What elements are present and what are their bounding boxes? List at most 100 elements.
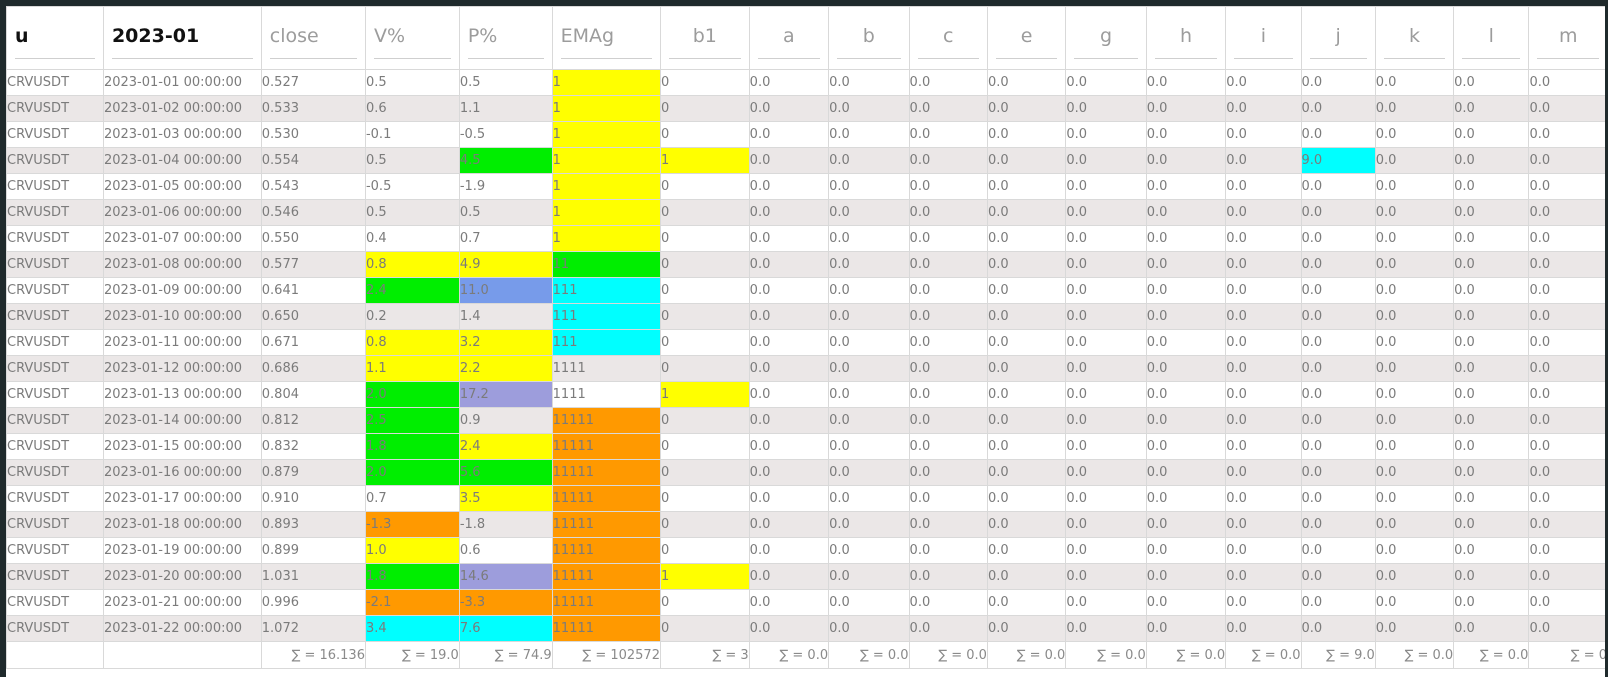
cell-rest-7[interactable]: 0.0 xyxy=(1300,407,1376,434)
cell-u[interactable]: CRVUSDT xyxy=(6,121,104,148)
cell-rest-2[interactable]: 0.0 xyxy=(908,225,988,252)
cell-ema[interactable]: 11 xyxy=(551,251,661,278)
table-row[interactable]: CRVUSDT 2023-01-20 00:00:00 1.031 1.8 14.6 11… xyxy=(6,563,1608,590)
cell-b1[interactable]: 0 xyxy=(659,615,750,642)
cell-rest-2[interactable]: 0.0 xyxy=(908,511,988,538)
cell-rest-2[interactable]: 0.0 xyxy=(908,589,988,616)
cell-v[interactable]: 2.5 xyxy=(364,407,460,434)
cell-rest-6[interactable]: 0.0 xyxy=(1225,95,1302,122)
cell-p[interactable]: 1.1 xyxy=(458,95,553,122)
column-header-16[interactable]: l xyxy=(1453,6,1530,70)
cell-v[interactable]: 0.2 xyxy=(364,303,460,330)
cell-rest-8[interactable]: 0.0 xyxy=(1374,225,1455,252)
cell-rest-6[interactable]: 0.0 xyxy=(1225,485,1302,512)
cell-rest-4[interactable]: 0.0 xyxy=(1065,459,1147,486)
cell-rest-9[interactable]: 0.0 xyxy=(1453,173,1530,200)
cell-rest-7[interactable]: 0.0 xyxy=(1300,173,1376,200)
table-row[interactable]: CRVUSDT 2023-01-14 00:00:00 0.812 2.5 0.9 111… xyxy=(6,407,1608,434)
cell-rest-8[interactable]: 0.0 xyxy=(1374,199,1455,226)
cell-rest-0[interactable]: 0.0 xyxy=(748,69,830,96)
cell-v[interactable]: 0.7 xyxy=(364,485,460,512)
cell-rest-2[interactable]: 0.0 xyxy=(908,69,988,96)
cell-rest-8[interactable]: 0.0 xyxy=(1374,589,1455,616)
cell-close[interactable]: 0.804 xyxy=(260,381,366,408)
cell-v[interactable]: 0.5 xyxy=(364,147,460,174)
cell-rest-6[interactable]: 0.0 xyxy=(1225,355,1302,382)
table-row[interactable]: CRVUSDT 2023-01-19 00:00:00 0.899 1.0 0.6 111… xyxy=(6,537,1608,564)
table-row[interactable]: CRVUSDT 2023-01-01 00:00:00 0.527 0.5 0.5 1 0 0… xyxy=(6,69,1608,96)
cell-rest-1[interactable]: 0.0 xyxy=(828,95,910,122)
cell-rest-4[interactable]: 0.0 xyxy=(1065,589,1147,616)
cell-rest-8[interactable]: 0.0 xyxy=(1374,407,1455,434)
cell-rest-4[interactable]: 0.0 xyxy=(1065,537,1147,564)
cell-p[interactable]: 5.6 xyxy=(458,459,553,486)
cell-rest-10[interactable]: 0.0 xyxy=(1528,95,1608,122)
cell-u[interactable]: CRVUSDT xyxy=(6,147,104,174)
cell-rest-0[interactable]: 0.0 xyxy=(748,381,830,408)
cell-rest-9[interactable]: 0.0 xyxy=(1453,199,1530,226)
cell-rest-5[interactable]: 0.0 xyxy=(1145,173,1227,200)
cell-rest-3[interactable]: 0.0 xyxy=(986,277,1067,304)
cell-close[interactable]: 0.641 xyxy=(260,277,366,304)
cell-rest-7[interactable]: 0.0 xyxy=(1300,563,1376,590)
cell-rest-5[interactable]: 0.0 xyxy=(1145,303,1227,330)
column-header-4[interactable]: P% xyxy=(458,6,553,70)
cell-u[interactable]: CRVUSDT xyxy=(6,511,104,538)
cell-close[interactable]: 0.546 xyxy=(260,199,366,226)
cell-rest-10[interactable]: 0.0 xyxy=(1528,303,1608,330)
cell-rest-1[interactable]: 0.0 xyxy=(828,537,910,564)
cell-rest-10[interactable]: 0.0 xyxy=(1528,199,1608,226)
cell-rest-6[interactable]: 0.0 xyxy=(1225,121,1302,148)
cell-u[interactable]: CRVUSDT xyxy=(6,381,104,408)
cell-rest-9[interactable]: 0.0 xyxy=(1453,277,1530,304)
cell-rest-4[interactable]: 0.0 xyxy=(1065,225,1147,252)
cell-rest-8[interactable]: 0.0 xyxy=(1374,537,1455,564)
cell-rest-9[interactable]: 0.0 xyxy=(1453,537,1530,564)
cell-rest-9[interactable]: 0.0 xyxy=(1453,381,1530,408)
cell-rest-2[interactable]: 0.0 xyxy=(908,147,988,174)
cell-rest-1[interactable]: 0.0 xyxy=(828,355,910,382)
cell-date[interactable]: 2023-01-20 00:00:00 xyxy=(102,563,262,590)
table-row[interactable]: CRVUSDT 2023-01-22 00:00:00 1.072 3.4 7.6 111… xyxy=(6,615,1608,642)
cell-ema[interactable]: 1111 xyxy=(551,381,661,408)
cell-rest-5[interactable]: 0.0 xyxy=(1145,563,1227,590)
cell-b1[interactable]: 0 xyxy=(659,277,750,304)
cell-u[interactable]: CRVUSDT xyxy=(6,173,104,200)
cell-rest-3[interactable]: 0.0 xyxy=(986,511,1067,538)
cell-rest-8[interactable]: 0.0 xyxy=(1374,355,1455,382)
cell-date[interactable]: 2023-01-14 00:00:00 xyxy=(102,407,262,434)
cell-close[interactable]: 0.686 xyxy=(260,355,366,382)
cell-b1[interactable]: 0 xyxy=(659,433,750,460)
cell-ema[interactable]: 1 xyxy=(551,173,661,200)
cell-p[interactable]: -1.8 xyxy=(458,511,553,538)
cell-rest-2[interactable]: 0.0 xyxy=(908,485,988,512)
cell-rest-0[interactable]: 0.0 xyxy=(748,147,830,174)
table-row[interactable]: CRVUSDT 2023-01-16 00:00:00 0.879 2.0 5.6 111… xyxy=(6,459,1608,486)
cell-rest-7[interactable]: 0.0 xyxy=(1300,537,1376,564)
column-header-8[interactable]: b xyxy=(828,6,910,70)
cell-rest-7[interactable]: 0.0 xyxy=(1300,459,1376,486)
cell-rest-2[interactable]: 0.0 xyxy=(908,563,988,590)
cell-rest-6[interactable]: 0.0 xyxy=(1225,329,1302,356)
cell-rest-5[interactable]: 0.0 xyxy=(1145,459,1227,486)
cell-b1[interactable]: 0 xyxy=(659,225,750,252)
cell-p[interactable]: 7.6 xyxy=(458,615,553,642)
table-row[interactable]: CRVUSDT 2023-01-04 00:00:00 0.554 0.5 4.5 1 1 0… xyxy=(6,147,1608,174)
cell-rest-2[interactable]: 0.0 xyxy=(908,251,988,278)
cell-rest-4[interactable]: 0.0 xyxy=(1065,329,1147,356)
cell-rest-5[interactable]: 0.0 xyxy=(1145,433,1227,460)
cell-u[interactable]: CRVUSDT xyxy=(6,355,104,382)
cell-date[interactable]: 2023-01-22 00:00:00 xyxy=(102,615,262,642)
cell-b1[interactable]: 0 xyxy=(659,537,750,564)
cell-rest-1[interactable]: 0.0 xyxy=(828,225,910,252)
cell-rest-3[interactable]: 0.0 xyxy=(986,537,1067,564)
cell-ema[interactable]: 11111 xyxy=(551,537,661,564)
table-row[interactable]: CRVUSDT 2023-01-12 00:00:00 0.686 1.1 2.2 111… xyxy=(6,355,1608,382)
cell-rest-9[interactable]: 0.0 xyxy=(1453,589,1530,616)
cell-rest-0[interactable]: 0.0 xyxy=(748,303,830,330)
cell-date[interactable]: 2023-01-06 00:00:00 xyxy=(102,199,262,226)
cell-rest-10[interactable]: 0.0 xyxy=(1528,329,1608,356)
cell-rest-7[interactable]: 0.0 xyxy=(1300,199,1376,226)
cell-v[interactable]: 0.5 xyxy=(364,199,460,226)
cell-rest-1[interactable]: 0.0 xyxy=(828,615,910,642)
